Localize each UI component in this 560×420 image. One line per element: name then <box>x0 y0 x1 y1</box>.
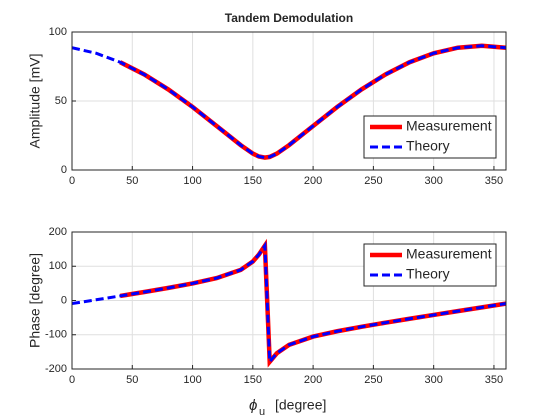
x-tick-label: 0 <box>69 175 75 187</box>
x-tick-label: 200 <box>304 374 322 386</box>
x-tick-label: 50 <box>126 175 138 187</box>
x-tick-label: 300 <box>424 374 442 386</box>
axes-box <box>71 31 507 171</box>
x-axis-label-unit: [degree] <box>275 397 326 413</box>
y-tick-label: 50 <box>55 95 67 107</box>
y-tick-label: 100 <box>49 26 67 38</box>
x-tick-label: 50 <box>126 374 138 386</box>
x-tick-label: 200 <box>304 175 322 187</box>
x-tick-label: 100 <box>183 175 201 187</box>
legend-label: Measurement <box>406 246 492 262</box>
x-tick-label: 300 <box>424 175 442 187</box>
series-line <box>72 241 506 366</box>
x-tick-label: 100 <box>183 374 201 386</box>
x-tick-label: 150 <box>244 374 262 386</box>
series-line <box>72 44 506 160</box>
chart-title: Tandem Demodulation <box>225 11 353 25</box>
legend-label: Measurement <box>406 118 492 134</box>
y-axis-label: Phase [degree] <box>27 253 43 348</box>
x-tick-label: 350 <box>485 175 503 187</box>
x-axis-label: ϕ <box>249 397 257 414</box>
axes-box <box>71 231 507 370</box>
x-tick-label: 250 <box>364 175 382 187</box>
y-axis-label: Amplitude [mV] <box>27 54 43 149</box>
y-tick-label: 0 <box>61 294 67 306</box>
y-tick-label: 200 <box>49 226 67 238</box>
x-tick-label: 0 <box>69 374 75 386</box>
legend-label: Theory <box>406 138 450 154</box>
x-tick-label: 250 <box>364 374 382 386</box>
x-tick-label: 150 <box>244 175 262 187</box>
x-axis-label-subscript: u <box>259 406 265 418</box>
y-tick-label: 100 <box>49 260 67 272</box>
legend-box <box>363 243 497 287</box>
y-tick-label: -100 <box>45 329 67 341</box>
legend-box <box>363 115 497 159</box>
legend-label: Theory <box>406 266 450 282</box>
y-tick-label: 0 <box>61 164 67 176</box>
y-tick-label: -200 <box>45 363 67 375</box>
series-line <box>119 238 506 368</box>
x-tick-label: 350 <box>485 374 503 386</box>
